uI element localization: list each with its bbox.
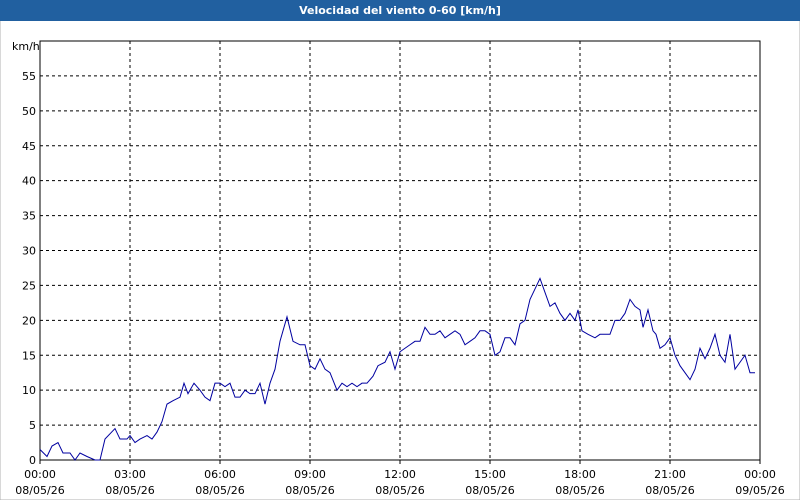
y-tick-label: 30 [22,245,36,258]
x-tick-label: 18:00 [564,468,596,481]
y-tick-label: 35 [22,210,36,223]
x-tick-label: 09:00 [294,468,326,481]
y-tick-label: 5 [29,419,36,432]
chart-title: Velocidad del viento 0-60 [km/h] [299,4,501,17]
x-tick-label: 12:00 [384,468,416,481]
x-tick-label: 00:00 [744,468,776,481]
x-tick-date: 08/05/26 [105,484,154,497]
x-tick-date: 08/05/26 [285,484,334,497]
y-axis-label: km/h [12,40,40,53]
x-tick-date: 08/05/26 [375,484,424,497]
x-tick-date: 09/05/26 [735,484,784,497]
x-tick-date: 08/05/26 [465,484,514,497]
x-tick-label: 15:00 [474,468,506,481]
y-tick-label: 40 [22,175,36,188]
x-tick-date: 08/05/26 [645,484,694,497]
y-tick-label: 15 [22,349,36,362]
y-tick-label: 10 [22,384,36,397]
x-tick-label: 06:00 [204,468,236,481]
y-tick-label: 25 [22,279,36,292]
data-line [39,277,755,461]
x-tick-label: 00:00 [24,468,56,481]
y-tick-label: 55 [22,70,36,83]
y-tick-label: 50 [22,105,36,118]
y-tick-label: 20 [22,314,36,327]
title-bar [0,0,800,21]
x-tick-date: 08/05/26 [555,484,604,497]
x-tick-label: 21:00 [654,468,686,481]
x-tick-date: 08/05/26 [15,484,64,497]
plot-frame [39,40,761,461]
x-tick-label: 03:00 [114,468,146,481]
y-tick-label: 45 [22,140,36,153]
x-tick-date: 08/05/26 [195,484,244,497]
y-tick-label: 0 [29,454,36,467]
